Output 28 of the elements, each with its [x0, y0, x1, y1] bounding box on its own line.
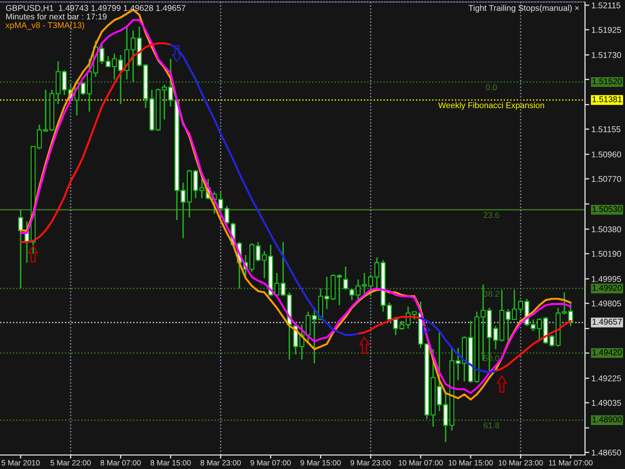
ref-line-label: 1.49657 — [592, 318, 622, 325]
y-tick-label: 1.49805 — [592, 300, 622, 306]
y-tick-label: 1.48650 — [592, 450, 622, 456]
y-tick-label: 1.49035 — [592, 400, 622, 406]
y-tick-label: 1.50770 — [592, 176, 622, 182]
ref-line-label: 1.49420 — [592, 349, 622, 356]
y-tick-label: 1.50190 — [592, 250, 622, 257]
chart-title: GBPUSD,H1 1.49743 1.49799 1.49628 1.49657 — [6, 5, 186, 12]
y-tick-label: 1.49995 — [592, 276, 622, 282]
annotation: Tight Trailing Stops(manual) × — [468, 4, 579, 13]
annotation: 23.6 — [484, 212, 500, 218]
text: Minutes for next bar : 17:19 — [6, 13, 107, 20]
annotation: 0.0 — [486, 84, 497, 90]
ref-line-label: 1.51520 — [592, 78, 622, 84]
annotation: Weekly Fibonacci Expansion — [438, 102, 544, 110]
y-tick-label: 1.50960 — [592, 151, 622, 158]
y-tick-label: 1.51730 — [592, 52, 622, 58]
y-tick-label: 1.52115 — [592, 2, 620, 8]
annotation: 61.8 — [484, 422, 500, 428]
y-tick-label: 1.51925 — [592, 26, 622, 33]
y-tick-label: 1.51155 — [592, 126, 620, 132]
ref-line-label: 1.51381 — [592, 96, 622, 102]
text: xpMA_v8 - T3MA(13) — [6, 22, 84, 30]
ref-line-label: 1.50530 — [592, 206, 622, 212]
y-tick-label: 1.50380 — [592, 226, 622, 232]
ref-line-label: 1.49920 — [592, 284, 622, 291]
y-tick-label: 1.49225 — [592, 375, 622, 382]
ref-line-label: 1.48900 — [592, 416, 622, 422]
